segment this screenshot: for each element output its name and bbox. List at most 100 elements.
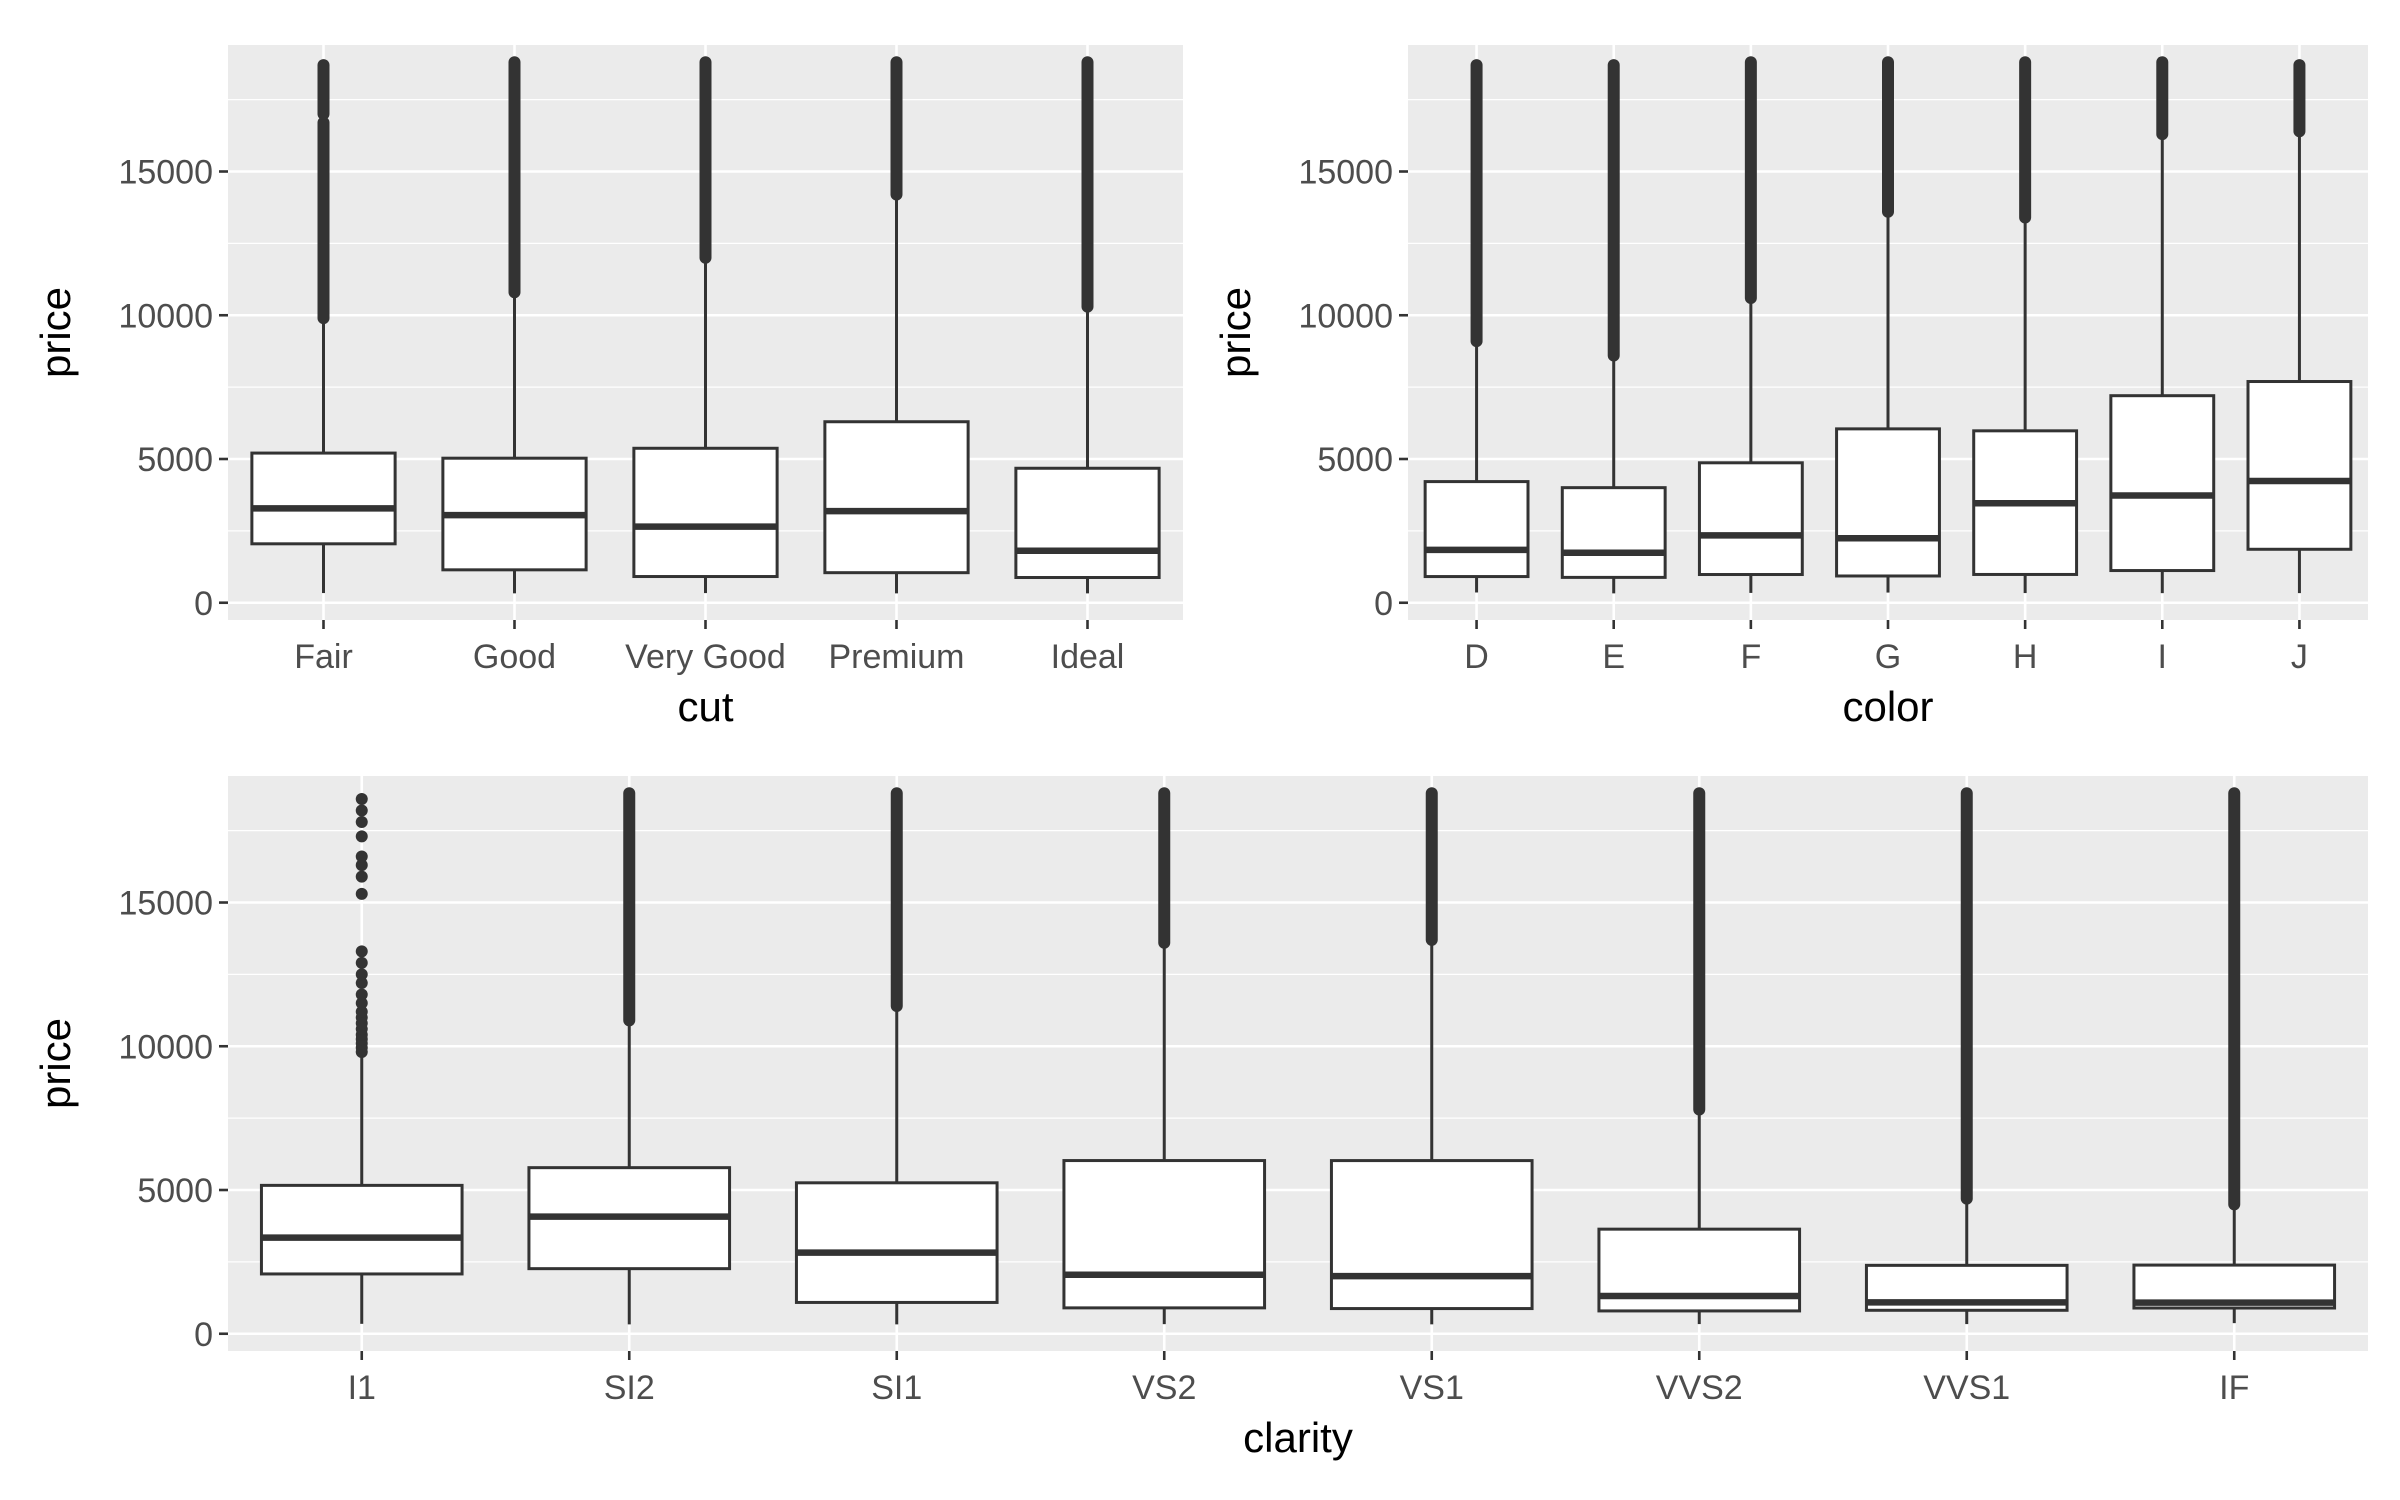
box-I1 bbox=[259, 793, 464, 1324]
outlier-point bbox=[355, 887, 368, 900]
box-Premium bbox=[823, 56, 970, 594]
box-body bbox=[2246, 380, 2353, 551]
box-Fair bbox=[250, 59, 397, 594]
box-body bbox=[1697, 461, 1804, 577]
outlier-points bbox=[890, 56, 903, 201]
box-Ideal bbox=[1014, 56, 1161, 594]
y-tick-label: 0 bbox=[194, 585, 213, 623]
outlier-points bbox=[317, 116, 330, 325]
x-axis-title: clarity bbox=[1243, 1414, 1353, 1461]
outlier-points bbox=[1693, 787, 1706, 1116]
outlier-point bbox=[355, 793, 368, 805]
x-tick-label: VVS1 bbox=[1923, 1369, 2010, 1407]
outlier-points bbox=[317, 59, 330, 120]
box-body bbox=[1423, 480, 1530, 579]
outlier-points bbox=[1607, 59, 1620, 362]
outlier-points bbox=[623, 787, 636, 1027]
outlier-points bbox=[508, 56, 521, 299]
box-body bbox=[1329, 1159, 1534, 1311]
x-tick-label: I bbox=[2158, 638, 2167, 676]
y-axis-title: price bbox=[32, 287, 79, 378]
box-body bbox=[259, 1183, 464, 1276]
box-F bbox=[1697, 56, 1804, 593]
box-body bbox=[250, 451, 397, 546]
outlier-point bbox=[355, 956, 368, 969]
x-tick-label: SI1 bbox=[871, 1369, 922, 1407]
box-body bbox=[1835, 427, 1941, 578]
y-tick-label: 10000 bbox=[118, 1028, 213, 1066]
x-tick-label: IF bbox=[2219, 1369, 2249, 1407]
outlier-points bbox=[1470, 59, 1483, 348]
outlier-points bbox=[890, 787, 903, 1012]
x-tick-label: J bbox=[2291, 638, 2308, 676]
y-tick-label: 15000 bbox=[118, 885, 213, 923]
y-tick-label: 5000 bbox=[1317, 441, 1393, 479]
outlier-point bbox=[355, 804, 368, 817]
box-body bbox=[2109, 394, 2216, 573]
box-SI2 bbox=[527, 787, 732, 1325]
x-tick-label: Premium bbox=[828, 638, 964, 676]
y-tick-label: 10000 bbox=[118, 297, 213, 335]
box-G bbox=[1835, 56, 1941, 593]
box-body bbox=[794, 1181, 999, 1304]
x-axis-title: cut bbox=[677, 683, 733, 730]
outlier-points bbox=[1744, 56, 1757, 304]
y-tick-label: 0 bbox=[1374, 585, 1393, 623]
box-D bbox=[1423, 59, 1530, 593]
x-tick-label: Very Good bbox=[625, 638, 786, 676]
box-I bbox=[2109, 56, 2216, 594]
box-body bbox=[1014, 466, 1161, 580]
outlier-point bbox=[355, 859, 368, 872]
box-body bbox=[1560, 486, 1667, 579]
outlier-points bbox=[2019, 56, 2032, 224]
box-Good bbox=[441, 56, 588, 594]
outlier-point bbox=[355, 850, 368, 863]
y-tick-label: 10000 bbox=[1298, 297, 1393, 335]
x-tick-label: Fair bbox=[294, 638, 353, 676]
outlier-point bbox=[355, 870, 368, 883]
box-SI1 bbox=[794, 787, 999, 1325]
y-tick-label: 15000 bbox=[1298, 154, 1393, 192]
chart-panel-1: 0 5000 10000 15000 Fair Good Very Good Premium I… bbox=[32, 45, 1183, 730]
outlier-points bbox=[2156, 56, 2169, 141]
box-body bbox=[632, 446, 779, 579]
box-J bbox=[2246, 59, 2353, 594]
box-body bbox=[823, 420, 970, 575]
x-tick-label: F bbox=[1740, 638, 1761, 676]
y-axis-title: price bbox=[1212, 287, 1259, 378]
outlier-point bbox=[355, 1005, 368, 1018]
x-axis-title: color bbox=[1842, 683, 1933, 730]
x-tick-label: D bbox=[1464, 638, 1489, 676]
chart-panel-3: 0 5000 10000 15000 I1 SI2 SI1 VS2 VS1 VVS2 VVS1 IF c… bbox=[32, 776, 2368, 1461]
outlier-point bbox=[355, 816, 368, 828]
outlier-point bbox=[355, 977, 368, 989]
outlier-point bbox=[355, 988, 368, 1001]
outlier-point bbox=[355, 968, 368, 981]
y-axis-title: price bbox=[32, 1018, 79, 1109]
x-tick-label: VS2 bbox=[1132, 1369, 1196, 1407]
box-E bbox=[1560, 59, 1667, 594]
outlier-point bbox=[355, 997, 368, 1010]
x-tick-label: H bbox=[2013, 638, 2038, 676]
box-H bbox=[1972, 56, 2079, 594]
x-tick-label: I1 bbox=[348, 1369, 376, 1407]
box-body bbox=[1062, 1159, 1267, 1310]
box-VS2 bbox=[1062, 787, 1267, 1325]
box-IF bbox=[2132, 787, 2337, 1324]
y-tick-label: 0 bbox=[194, 1316, 213, 1354]
x-tick-label: Good bbox=[473, 638, 556, 676]
outlier-point bbox=[355, 945, 368, 958]
y-tick-label: 5000 bbox=[137, 441, 213, 479]
x-tick-label: E bbox=[1602, 638, 1625, 676]
outlier-point bbox=[355, 830, 368, 843]
y-tick-label: 5000 bbox=[137, 1172, 213, 1210]
outlier-points bbox=[2293, 59, 2306, 138]
x-tick-label: G bbox=[1875, 638, 1901, 676]
outlier-points bbox=[1425, 787, 1438, 946]
x-tick-label: Ideal bbox=[1051, 638, 1125, 676]
box-VS1 bbox=[1329, 787, 1534, 1325]
outlier-points bbox=[1960, 787, 1973, 1205]
box-VVS2 bbox=[1597, 787, 1802, 1325]
